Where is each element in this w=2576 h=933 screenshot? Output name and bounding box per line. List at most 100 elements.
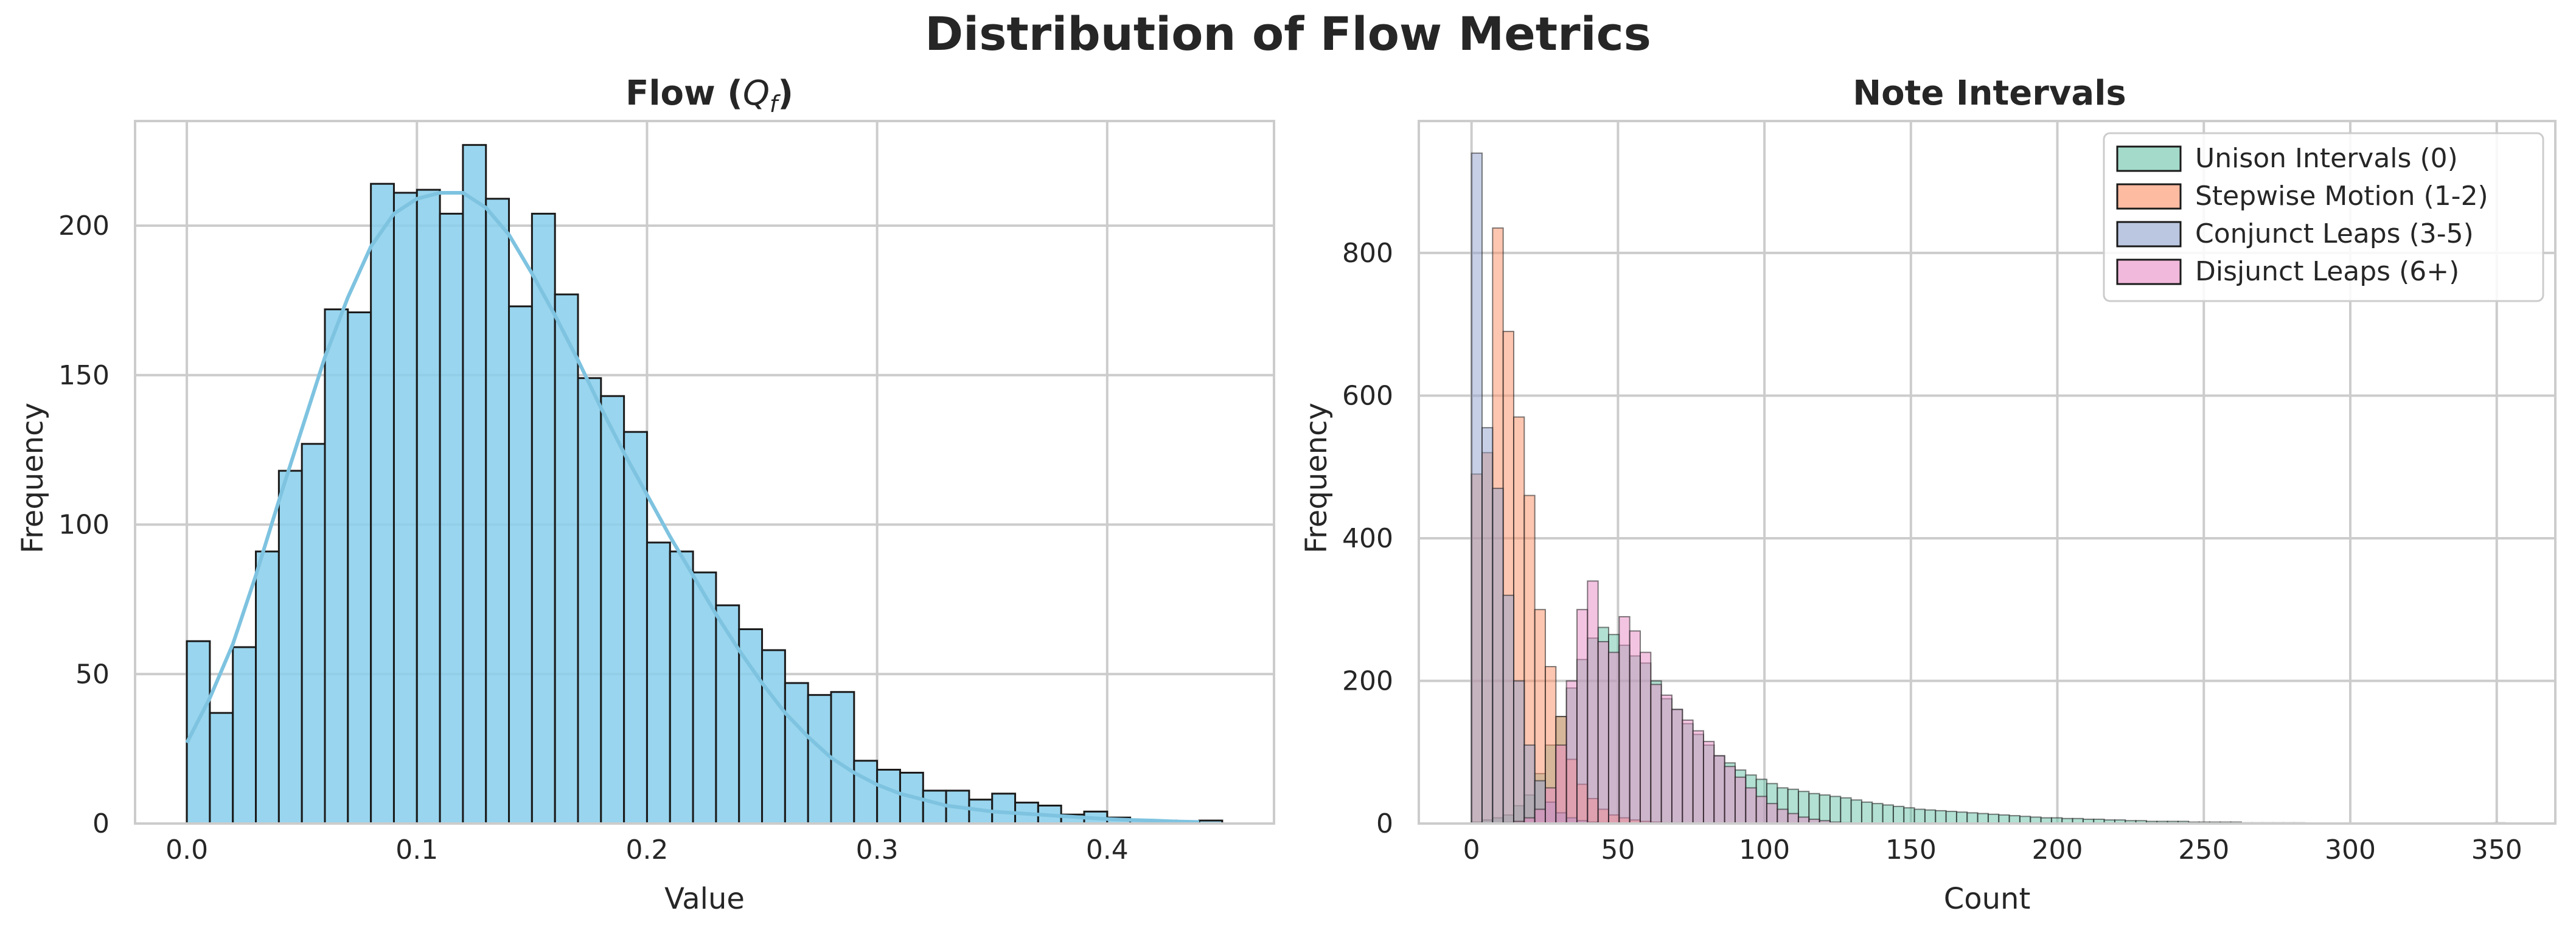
histogram-bar <box>1502 594 1514 824</box>
histogram-bar <box>1955 811 1968 824</box>
histogram-bar <box>1587 580 1599 825</box>
legend-box <box>2103 132 2544 302</box>
flow-histogram-bar <box>738 628 764 825</box>
legend-label-unison-intervals-0: Unison Intervals (0) <box>2195 143 2458 174</box>
histogram-bar <box>1618 616 1631 824</box>
histogram-bar <box>1945 811 1957 825</box>
flow-x-tick-label: 0.4 <box>1086 834 1129 865</box>
flow-ticks: 0.0 0.1 0.2 0.3 0.4 0 50 100 150 200 <box>58 210 1129 865</box>
histogram-bar <box>1935 810 1947 825</box>
flow-histogram-bar <box>485 198 510 825</box>
histogram-bar <box>1829 796 1842 825</box>
flow-title-var: Q <box>743 74 770 113</box>
note-intervals-x-tick-label: 200 <box>2032 834 2083 865</box>
histogram-bar <box>1882 804 1894 825</box>
histogram-bar <box>1755 796 1767 825</box>
flow-histogram-bar <box>830 691 855 825</box>
flow-histogram-bar <box>646 541 671 825</box>
histogram-bar <box>1565 680 1578 824</box>
histogram-bar <box>1987 813 2000 825</box>
histogram-bar <box>1576 609 1589 824</box>
histogram-bar <box>1639 651 1652 825</box>
histogram-bar <box>1913 808 1926 824</box>
flow-histogram-bar <box>439 212 464 825</box>
histogram-bar <box>1660 694 1673 824</box>
histogram-bar <box>1966 812 1979 824</box>
legend-swatch-unison-intervals-0 <box>2116 145 2182 172</box>
legend-label-disjunct-leaps-6: Disjunct Leaps (6+) <box>2195 256 2459 287</box>
histogram-bar <box>1513 680 1525 824</box>
histogram-bar <box>1607 651 1620 825</box>
histogram-bar <box>1745 787 1757 825</box>
note-intervals-x-axis-label: Count <box>1944 882 2031 916</box>
histogram-bar <box>1692 730 1704 825</box>
flow-bars <box>186 144 1224 825</box>
flow-y-tick-label: 0 <box>92 808 110 839</box>
flow-y-tick-label: 50 <box>75 659 110 690</box>
flow-y-tick-label: 150 <box>58 360 110 391</box>
flow-histogram-bar <box>577 377 602 825</box>
histogram-bar <box>1850 799 1862 824</box>
flow-histogram-bar <box>922 789 947 825</box>
flow-x-tick-label: 0.2 <box>625 834 668 865</box>
legend-swatch-disjunct-leaps-6 <box>2116 258 2182 285</box>
histogram-bar <box>1534 808 1546 824</box>
note-intervals-x-tick-label: 250 <box>2178 834 2229 865</box>
flow-histogram-bar <box>784 682 809 825</box>
histogram-bar <box>1840 797 1852 824</box>
histogram-bar <box>1481 427 1494 824</box>
histogram-bar <box>1903 807 1915 824</box>
note-intervals-legend: Unison Intervals (0) Stepwise Motion (1-2… <box>2103 132 2544 302</box>
histogram-bar <box>1724 766 1736 824</box>
histogram-bar <box>1892 805 1905 825</box>
flow-histogram-bar <box>301 443 326 825</box>
histogram-bar <box>1713 755 1725 824</box>
note-intervals-ticks: 0 50 100 150 200 250 300 350 0 200 400 600 800 <box>1342 238 2522 865</box>
note-intervals-y-tick-label: 800 <box>1342 238 1393 269</box>
legend-swatch-conjunct-leaps-3-5 <box>2116 221 2182 248</box>
note-intervals-panel: Note Intervals 0 50 100 150 200 250 300 350 0 200… <box>1300 74 2557 916</box>
note-intervals-x-tick-label: 100 <box>1739 834 1790 865</box>
flow-x-axis-label: Value <box>664 882 745 916</box>
flow-histogram-bar <box>761 649 786 825</box>
flow-histogram-bar <box>370 182 395 825</box>
flow-kde-line <box>185 191 1200 824</box>
note-intervals-x-tick-label: 300 <box>2325 834 2376 865</box>
histogram-bar <box>1787 813 1799 824</box>
flow-axes-frame <box>134 120 1275 825</box>
histogram-bar <box>1924 809 1937 825</box>
flow-histogram-bar <box>209 712 234 825</box>
histogram-bar <box>1544 787 1557 825</box>
legend-label-stepwise-motion-1-2: Stepwise Motion (1-2) <box>2195 181 2488 212</box>
flow-histogram-bar <box>554 293 579 825</box>
histogram-bar <box>1861 801 1873 825</box>
flow-histogram-bar <box>255 550 280 825</box>
note-intervals-axes-frame <box>1418 120 2557 825</box>
flow-histogram-panel: Flow (Qf) 0.0 0.1 0.2 0.3 0.4 0 50 100 150 200 Va… <box>16 74 1275 916</box>
note-intervals-x-tick-label: 350 <box>2471 834 2522 865</box>
histogram-bar <box>1523 744 1536 825</box>
histogram-bar <box>1492 487 1504 824</box>
flow-x-tick-label: 0.1 <box>395 834 438 865</box>
flow-histogram-bar <box>508 305 533 825</box>
histogram-bar <box>1871 803 1884 824</box>
flow-histogram-bar <box>232 646 257 825</box>
flow-y-tick-label: 200 <box>58 210 110 241</box>
flow-title-end: ) <box>778 74 793 113</box>
flow-histogram-bar <box>416 189 441 825</box>
histogram-bar <box>1650 684 1662 825</box>
histogram-bar <box>1734 776 1747 825</box>
flow-histogram-bar <box>991 793 1017 825</box>
note-intervals-y-tick-label: 400 <box>1342 523 1393 554</box>
note-intervals-y-axis-label: Frequency <box>1300 403 1334 553</box>
flow-histogram-bar <box>392 192 418 825</box>
panel-title-note-intervals: Note Intervals <box>1853 74 2126 113</box>
flow-histogram-bar <box>347 311 372 825</box>
flow-histogram-bar <box>876 769 901 825</box>
flow-histogram-bar <box>462 144 487 825</box>
histogram-bar <box>1555 744 1567 825</box>
note-intervals-x-tick-label: 50 <box>1601 834 1635 865</box>
histogram-bar <box>1777 808 1789 824</box>
flow-histogram-bar <box>807 694 832 825</box>
